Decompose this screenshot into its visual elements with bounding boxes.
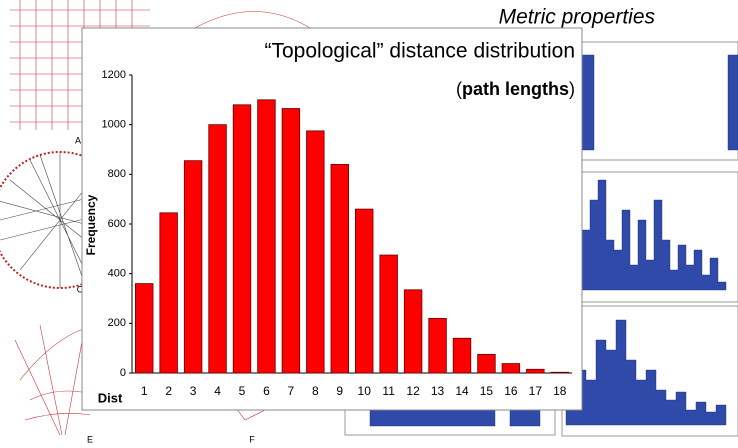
- subtitle-text: ): [569, 79, 575, 99]
- arc-network: [194, 11, 311, 29]
- panel-label: C: [77, 284, 84, 294]
- x-tick-label: 4: [214, 384, 221, 398]
- x-tick-label: 11: [382, 384, 395, 398]
- x-tick-label: 3: [190, 384, 197, 398]
- chart-subtitle: (path lengths): [456, 79, 575, 99]
- y-tick-label: 1200: [102, 69, 126, 81]
- x-axis-label: Dist: [98, 390, 123, 405]
- y-tick-label: 1000: [102, 119, 126, 131]
- x-tick-label: 7: [288, 384, 295, 398]
- bar: [257, 99, 276, 374]
- x-tick-label: 15: [480, 384, 494, 398]
- panel-label: E: [87, 434, 93, 444]
- y-tick-label: 800: [108, 168, 126, 180]
- x-tick-label: 13: [431, 384, 445, 398]
- bar: [379, 254, 398, 374]
- bar: [501, 363, 521, 374]
- y-tick-label: 400: [108, 268, 126, 280]
- y-axis-label: Frequency: [84, 194, 98, 255]
- bar: [355, 208, 374, 374]
- subtitle-text: (: [456, 79, 462, 99]
- panel-label: F: [249, 434, 255, 444]
- x-tick-label: 16: [504, 384, 518, 398]
- chart-title: “Topological” distance distribution: [265, 40, 576, 63]
- bar: [183, 160, 203, 374]
- x-tick-label: 8: [312, 384, 319, 398]
- x-tick-label: 12: [406, 384, 420, 398]
- x-tick-label: 17: [529, 384, 543, 398]
- x-tick-label: 5: [239, 384, 246, 398]
- x-tick-label: 1: [141, 384, 148, 398]
- bar: [452, 337, 472, 374]
- x-tick-label: 14: [455, 384, 469, 398]
- bar: [135, 283, 154, 374]
- bar: [330, 163, 349, 374]
- slide-heading: Metric properties: [499, 6, 656, 29]
- x-tick-label: 9: [336, 384, 343, 398]
- bar: [306, 130, 325, 374]
- x-tick-label: 10: [358, 384, 372, 398]
- y-tick-label: 0: [120, 367, 126, 379]
- x-tick-label: 6: [263, 384, 270, 398]
- panel-label: A: [75, 135, 81, 145]
- bar: [526, 368, 545, 374]
- y-tick-label: 600: [108, 218, 126, 230]
- bar: [477, 353, 496, 374]
- bar: [550, 371, 569, 374]
- bar: [232, 104, 252, 374]
- fan-network: [14, 324, 101, 436]
- bar: [159, 212, 178, 374]
- bar: [428, 317, 447, 374]
- bar: [208, 124, 227, 374]
- x-tick-label: 18: [553, 384, 567, 398]
- subtitle-text: path lengths: [462, 79, 569, 99]
- bar: [281, 108, 301, 374]
- bar: [403, 289, 423, 374]
- y-tick-label: 200: [108, 317, 126, 329]
- x-tick-label: 2: [165, 384, 172, 398]
